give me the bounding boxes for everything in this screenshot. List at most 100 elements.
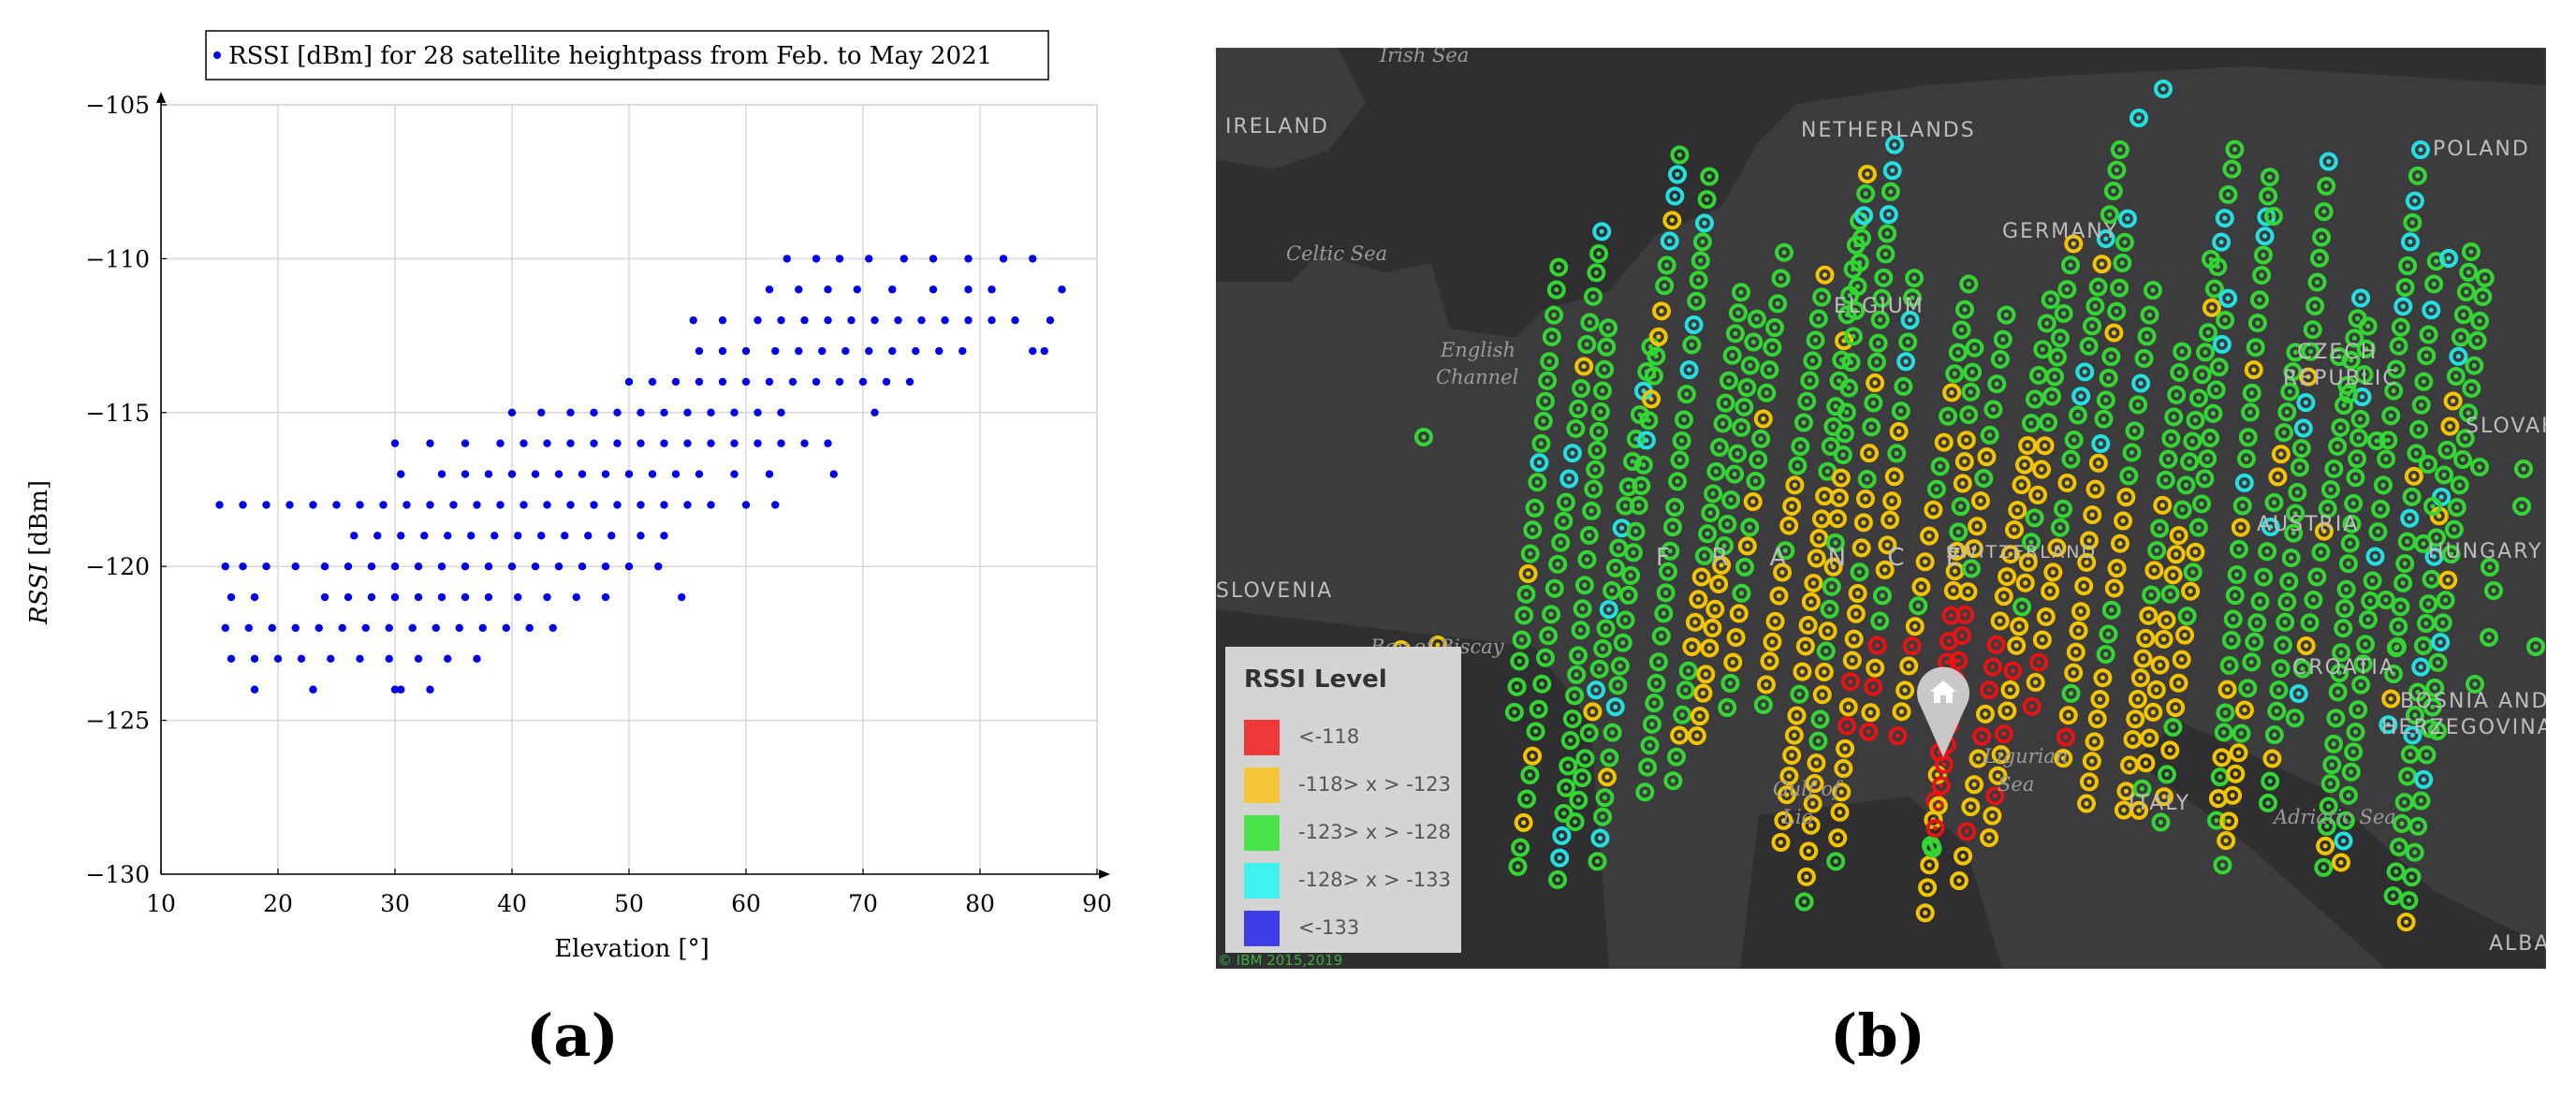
rssi-marker	[1517, 789, 1537, 809]
rssi-marker	[1608, 676, 1628, 695]
rssi-marker	[2192, 365, 2212, 385]
rssi-marker	[1878, 224, 1897, 243]
rssi-marker	[1993, 329, 2012, 349]
rssi-marker	[1590, 402, 1610, 421]
rssi-marker	[2258, 793, 2277, 812]
rssi-marker	[2229, 539, 2248, 559]
rssi-marker	[1728, 444, 1748, 463]
rssi-marker	[2140, 728, 2159, 748]
country-label-slovenia: SLOVENIA	[1216, 579, 1334, 603]
rssi-marker	[1571, 621, 1590, 640]
rssi-marker	[2115, 232, 2134, 252]
rssi-marker	[2320, 774, 2340, 794]
rssi-marker	[2405, 706, 2424, 725]
rssi-marker	[1508, 856, 1528, 876]
rssi-marker	[1593, 638, 1613, 658]
rssi-marker	[1926, 479, 1946, 499]
rssi-marker	[1920, 855, 1939, 875]
rssi-marker	[2307, 567, 2327, 587]
legend-marker	[213, 51, 221, 59]
data-point	[514, 532, 522, 540]
data-point	[390, 685, 400, 694]
rssi-marker	[2253, 245, 2273, 265]
data-point	[496, 501, 505, 509]
data-point	[420, 532, 429, 540]
data-point	[683, 439, 692, 447]
rssi-marker	[2314, 202, 2334, 222]
rssi-marker	[2130, 668, 2150, 688]
rssi-marker	[2094, 409, 2114, 429]
data-point	[613, 439, 622, 447]
rssi-marker	[2417, 745, 2437, 765]
data-point	[373, 532, 382, 540]
rssi-marker	[1801, 592, 1821, 612]
rssi-marker	[1662, 211, 1682, 230]
rssi-marker	[1882, 491, 1902, 511]
rssi-marker	[1559, 469, 1579, 489]
rssi-map[interactable]: Irish Sea Celtic Sea English Channel Bay…	[1216, 48, 2546, 969]
rssi-marker	[1857, 164, 1877, 183]
rssi-marker	[1569, 399, 1588, 418]
rssi-marker	[2322, 755, 2342, 775]
rssi-marker	[1507, 677, 1527, 696]
rssi-marker	[2206, 380, 2226, 400]
rssi-marker	[2101, 600, 2121, 620]
rssi-marker	[1808, 731, 1828, 751]
rssi-marker	[2378, 431, 2398, 450]
rssi-marker	[1765, 611, 1785, 631]
rssi-marker	[1732, 583, 1751, 603]
rssi-marker	[2088, 277, 2108, 297]
rssi-marker	[2116, 488, 2136, 507]
data-point	[824, 315, 832, 325]
rssi-marker	[1864, 393, 1883, 413]
rssi-marker	[2090, 690, 2110, 709]
data-point	[531, 563, 540, 571]
rssi-marker	[2336, 579, 2356, 599]
rssi-marker	[1832, 782, 1852, 802]
data-point	[718, 315, 727, 325]
data-point	[1040, 346, 1048, 356]
rssi-marker	[1809, 529, 1829, 548]
x-tick-label: 10	[146, 890, 176, 917]
data-point	[671, 470, 681, 478]
rssi-marker	[2441, 545, 2461, 564]
rssi-marker	[1691, 567, 1711, 587]
rssi-marker	[2131, 373, 2151, 393]
data-point	[707, 501, 715, 509]
data-point	[520, 439, 528, 447]
rssi-marker	[2217, 831, 2236, 851]
rssi-marker	[1965, 775, 1984, 795]
rssi-marker	[2225, 586, 2245, 606]
rssi-marker	[2250, 592, 2270, 611]
rssi-marker	[1542, 327, 1561, 346]
rssi-marker	[1812, 685, 1832, 705]
rssi-marker	[1903, 288, 1923, 308]
rssi-marker	[1648, 652, 1668, 672]
rssi-marker	[2269, 680, 2289, 700]
rssi-marker	[2202, 298, 2221, 317]
rssi-marker	[2181, 581, 2201, 601]
rssi-marker	[1584, 479, 1603, 499]
rssi-marker	[2526, 637, 2545, 656]
rssi-marker	[1595, 359, 1615, 379]
rssi-marker	[1535, 648, 1555, 667]
rssi-marker	[2407, 444, 2426, 463]
rssi-marker	[2381, 689, 2401, 709]
rssi-marker	[1613, 633, 1632, 652]
rssi-marker	[2133, 649, 2153, 668]
rssi-marker	[2026, 673, 2045, 693]
rssi-marker	[1651, 626, 1671, 646]
rssi-marker	[2348, 449, 2367, 469]
rssi-marker	[1856, 183, 1876, 203]
rssi-marker	[1595, 788, 1615, 808]
rssi-marker	[2417, 346, 2437, 366]
rssi-marker	[1955, 300, 1975, 319]
rssi-marker	[1807, 753, 1826, 773]
sea-label-celtic: Celtic Sea	[1286, 242, 1388, 265]
rssi-marker	[1588, 852, 1607, 871]
rssi-marker	[1850, 253, 1869, 272]
rssi-marker	[1700, 167, 1720, 186]
rssi-marker	[1587, 263, 1606, 283]
rssi-marker	[1980, 680, 1999, 700]
rssi-marker	[2378, 715, 2398, 735]
